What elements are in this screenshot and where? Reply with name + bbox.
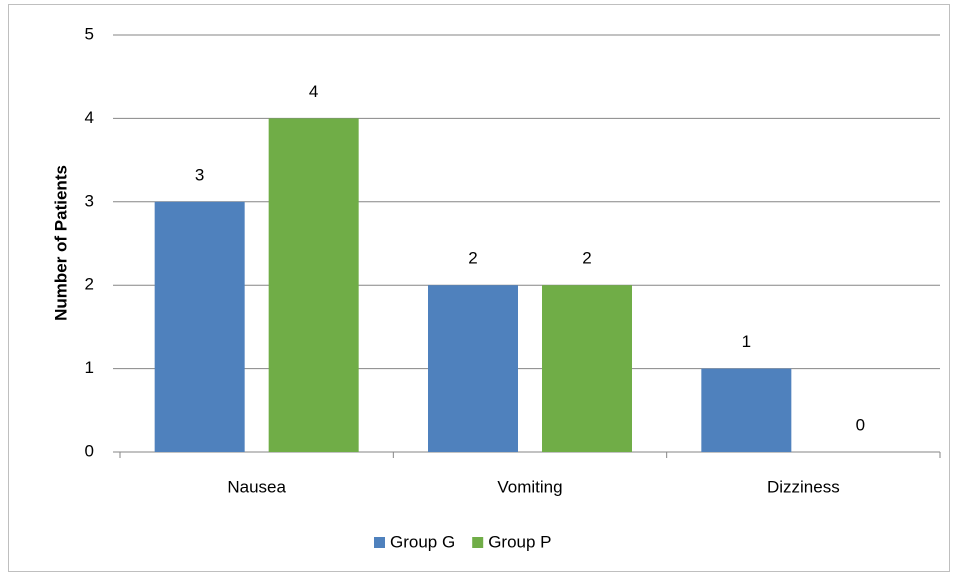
bar bbox=[542, 285, 632, 452]
legend-swatch bbox=[374, 537, 385, 548]
y-tick-label: 0 bbox=[85, 441, 94, 460]
legend-label: Group P bbox=[488, 532, 551, 551]
y-tick-label: 4 bbox=[85, 108, 94, 127]
data-label: 4 bbox=[309, 82, 318, 101]
bar bbox=[154, 201, 245, 452]
x-tick-label: Nausea bbox=[227, 477, 286, 496]
data-label: 2 bbox=[468, 249, 477, 268]
y-axis-label: Number of Patients bbox=[51, 165, 70, 321]
bar bbox=[268, 118, 359, 453]
y-tick-label: 3 bbox=[85, 191, 94, 210]
data-label: 2 bbox=[582, 249, 591, 268]
bar bbox=[428, 285, 518, 452]
data-label: 1 bbox=[742, 332, 751, 351]
y-tick-label: 1 bbox=[85, 358, 94, 377]
x-tick-label: Dizziness bbox=[767, 477, 840, 496]
y-tick-label: 5 bbox=[85, 24, 94, 43]
y-tick-label: 2 bbox=[85, 275, 94, 294]
x-tick-label: Vomiting bbox=[497, 477, 562, 496]
data-label: 0 bbox=[856, 415, 865, 434]
data-label: 3 bbox=[195, 165, 204, 184]
legend-swatch bbox=[472, 537, 484, 548]
legend-label: Group G bbox=[390, 532, 455, 551]
bar bbox=[701, 368, 792, 452]
